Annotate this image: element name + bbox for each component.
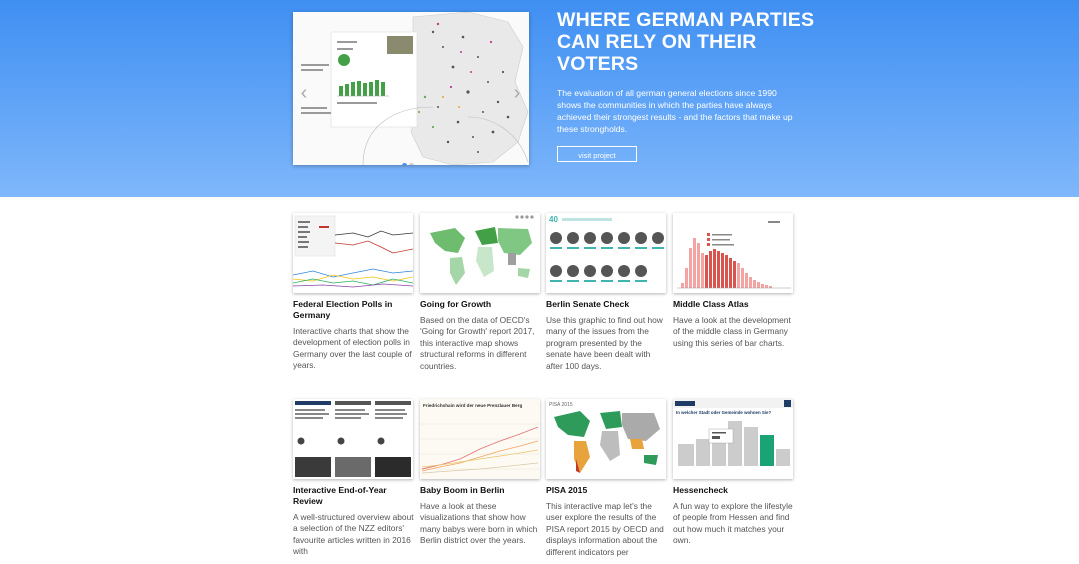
project-title[interactable]: Baby Boom in Berlin [420, 485, 505, 495]
slider-dot-2[interactable] [409, 163, 414, 165]
project-thumbnail[interactable] [420, 213, 540, 293]
project-description: Based on the data of OECD's 'Going for G… [420, 315, 535, 371]
project-title[interactable]: PISA 2015 [546, 485, 588, 495]
visit-project-button[interactable]: visit project [557, 146, 637, 162]
chevron-right-icon: › [513, 82, 521, 104]
project-card-end-of-year-review[interactable]: Interactive End-of-Year Review A well-st… [293, 399, 415, 558]
project-title[interactable]: Hessencheck [673, 485, 728, 495]
project-description: Have a look at the development of the mi… [673, 315, 791, 348]
hessen-question: In welcher Stadt oder Gemeinde wohnen Si… [676, 410, 771, 415]
project-description: This interactive map let's the user expl… [546, 501, 664, 557]
hero-description: The evaluation of all german general ele… [557, 88, 793, 134]
project-title[interactable]: Middle Class Atlas [673, 299, 749, 309]
project-card-hessencheck[interactable]: In welcher Stadt oder Gemeinde wohnen Si… [673, 399, 795, 547]
project-card-baby-boom-berlin[interactable]: Friedrichshain wird der neue Prenzlauer … [420, 399, 542, 547]
project-thumbnail[interactable] [673, 213, 793, 293]
project-card-federal-election-polls[interactable]: Federal Election Polls in Germany Intera… [293, 213, 415, 372]
project-thumbnail[interactable]: 40 [546, 213, 666, 293]
project-description: Have a look at these visualizations that… [420, 501, 538, 546]
project-title[interactable]: Going for Growth [420, 299, 492, 309]
slider-next-button[interactable]: › [509, 82, 525, 104]
project-thumbnail[interactable]: PISA 2015 [546, 399, 666, 479]
project-thumbnail[interactable] [293, 399, 413, 479]
project-description: Interactive charts that show the develop… [293, 326, 412, 371]
project-description: A well-structured overview about a selec… [293, 512, 414, 557]
project-card-pisa-2015[interactable]: PISA 2015 PISA 2015 This interactive map… [546, 399, 668, 558]
project-description: A fun way to explore the lifestyle of pe… [673, 501, 793, 546]
senate-count: 40 [549, 215, 558, 224]
project-card-middle-class-atlas[interactable]: Middle Class Atlas Have a look at the de… [673, 213, 795, 349]
slider-dot-1[interactable] [402, 163, 407, 165]
hero-title: WHERE GERMAN PARTIES CAN RELY ON THEIR V… [557, 9, 815, 75]
project-slider[interactable]: ‹ › [293, 12, 529, 165]
slider-prev-button[interactable]: ‹ [296, 82, 312, 104]
slider-dots [401, 155, 415, 165]
project-card-berlin-senate-check[interactable]: 40 Berlin Senate Check Use this graphic … [546, 213, 668, 372]
project-thumbnail[interactable]: In welcher Stadt oder Gemeinde wohnen Si… [673, 399, 793, 479]
pisa-label: PISA 2015 [549, 402, 573, 408]
germany-map-thumbnail [293, 12, 529, 165]
project-card-going-for-growth[interactable]: Going for Growth Based on the data of OE… [420, 213, 542, 372]
hero-banner: ‹ › WHERE GERMAN PARTIES CAN RELY ON THE… [0, 0, 1079, 197]
chevron-left-icon: ‹ [300, 82, 308, 104]
project-thumbnail[interactable] [293, 213, 413, 293]
project-description: Use this graphic to find out how many of… [546, 315, 663, 371]
project-thumbnail[interactable]: Friedrichshain wird der neue Prenzlauer … [420, 399, 540, 479]
project-title[interactable]: Interactive End-of-Year Review [293, 485, 387, 506]
project-title[interactable]: Federal Election Polls in Germany [293, 299, 393, 320]
project-title[interactable]: Berlin Senate Check [546, 299, 630, 309]
baby-heading: Friedrichshain wird der neue Prenzlauer … [423, 403, 522, 408]
